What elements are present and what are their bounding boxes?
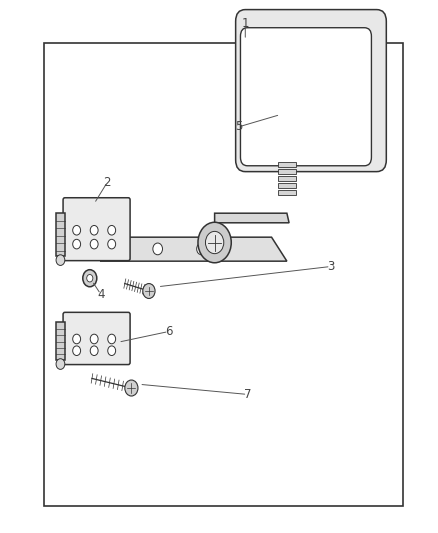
Text: 1: 1 (241, 18, 249, 30)
Circle shape (108, 225, 116, 235)
Circle shape (205, 231, 224, 254)
Circle shape (125, 380, 138, 396)
Polygon shape (215, 213, 289, 223)
FancyBboxPatch shape (63, 312, 130, 365)
Circle shape (90, 346, 98, 356)
Circle shape (73, 225, 81, 235)
Text: 7: 7 (244, 388, 251, 401)
Polygon shape (101, 237, 287, 261)
FancyBboxPatch shape (240, 28, 371, 166)
Circle shape (73, 334, 81, 344)
FancyBboxPatch shape (63, 198, 130, 261)
FancyBboxPatch shape (236, 10, 386, 172)
Bar (44, 43, 403, 506)
Circle shape (83, 270, 97, 287)
Bar (56, 213, 65, 256)
Text: 3: 3 (327, 260, 334, 273)
Circle shape (143, 284, 155, 298)
Bar (56, 322, 65, 360)
Text: 5: 5 (235, 120, 242, 133)
Circle shape (87, 274, 93, 282)
Bar (278, 176, 296, 181)
Circle shape (153, 243, 162, 255)
Bar (278, 190, 296, 195)
Text: 6: 6 (165, 325, 173, 338)
Bar (278, 162, 296, 167)
Circle shape (90, 239, 98, 249)
Bar (278, 183, 296, 188)
Circle shape (108, 334, 116, 344)
Circle shape (56, 255, 65, 265)
Circle shape (108, 239, 116, 249)
Text: 4: 4 (97, 288, 105, 301)
Bar (278, 169, 296, 174)
Circle shape (73, 239, 81, 249)
Text: 2: 2 (103, 176, 111, 189)
Circle shape (90, 225, 98, 235)
Circle shape (90, 334, 98, 344)
Circle shape (73, 346, 81, 356)
Circle shape (197, 243, 206, 255)
Circle shape (198, 222, 231, 263)
Circle shape (108, 346, 116, 356)
Circle shape (56, 359, 65, 369)
